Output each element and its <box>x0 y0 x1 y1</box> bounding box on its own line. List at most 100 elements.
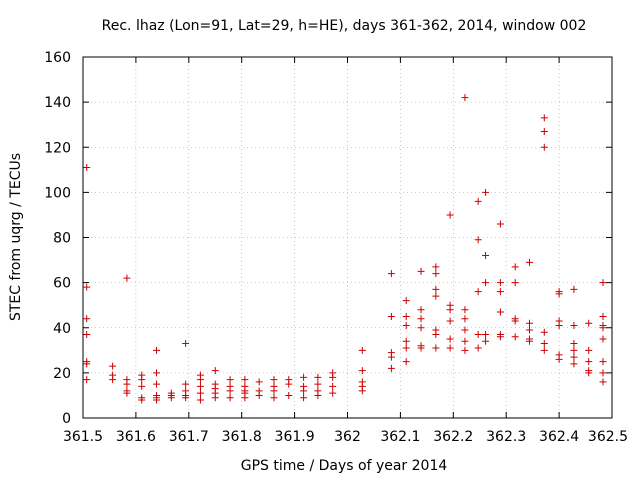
x-tick-label: 362.1 <box>380 429 420 445</box>
data-point-marker <box>599 312 607 320</box>
data-point-marker <box>461 315 469 323</box>
x-tick-label: 362 <box>334 429 361 445</box>
data-point-marker <box>314 380 322 388</box>
data-point-marker <box>255 391 263 399</box>
data-point-marker <box>167 394 175 402</box>
data-point-marker <box>387 353 395 361</box>
data-point-marker <box>432 270 440 278</box>
data-point-marker <box>482 252 490 260</box>
data-point-marker <box>329 382 337 390</box>
data-point-marker <box>570 340 578 348</box>
data-point-marker <box>555 355 563 363</box>
data-point-marker <box>196 389 204 397</box>
data-point-marker <box>314 391 322 399</box>
data-point-marker <box>83 376 91 384</box>
data-point-marker <box>540 127 548 135</box>
x-tick-label: 362.4 <box>539 429 579 445</box>
data-point-marker <box>211 394 219 402</box>
data-point-marker <box>402 297 410 305</box>
data-point-marker <box>300 387 308 395</box>
plot-frame <box>82 56 613 419</box>
data-point-marker <box>474 236 482 244</box>
data-point-marker <box>358 387 366 395</box>
data-point-marker <box>83 164 91 172</box>
data-point-marker <box>446 211 454 219</box>
data-point-marker <box>241 376 249 384</box>
y-tick-label: 160 <box>44 50 71 66</box>
data-point-marker <box>226 394 234 402</box>
data-point-marker <box>540 328 548 336</box>
data-point-marker <box>446 306 454 314</box>
data-point-marker <box>570 321 578 329</box>
data-point-marker <box>496 288 504 296</box>
data-point-marker <box>138 376 146 384</box>
data-point-marker <box>285 380 293 388</box>
data-point-marker <box>402 312 410 320</box>
data-point-marker <box>417 315 425 323</box>
data-point-marker <box>402 358 410 366</box>
x-tick-label: 361.6 <box>116 429 156 445</box>
data-point-marker <box>182 380 190 388</box>
data-point-marker <box>446 317 454 325</box>
y-tick-label: 40 <box>53 321 71 337</box>
data-point-marker <box>599 358 607 366</box>
data-point-marker <box>226 376 234 384</box>
data-point-marker <box>153 346 161 354</box>
data-point-marker <box>474 344 482 352</box>
data-point-marker <box>461 346 469 354</box>
data-point-marker <box>226 387 234 395</box>
data-point-marker <box>402 321 410 329</box>
data-point-marker <box>123 380 131 388</box>
data-point-marker <box>387 364 395 372</box>
data-point-marker <box>329 389 337 397</box>
data-point-marker <box>417 267 425 275</box>
data-point-marker <box>599 369 607 377</box>
y-tick-label: 140 <box>44 95 71 111</box>
data-point-marker <box>255 378 263 386</box>
chart-title: Rec. lhaz (Lon=91, Lat=29, h=HE), days 3… <box>102 18 587 34</box>
data-point-marker <box>570 285 578 293</box>
data-point-marker <box>123 389 131 397</box>
y-tick-label: 60 <box>53 276 71 292</box>
x-tick-label: 362.3 <box>486 429 526 445</box>
data-point-marker <box>83 331 91 339</box>
data-point-marker <box>83 283 91 291</box>
data-point-marker <box>525 326 533 334</box>
data-point-marker <box>285 391 293 399</box>
data-point-marker <box>461 326 469 334</box>
data-point-marker <box>599 324 607 332</box>
data-point-marker <box>540 340 548 348</box>
y-tick-labels: 0 20 40 60 80 100 120 140 160 <box>44 50 71 427</box>
data-point-marker <box>599 279 607 287</box>
data-point-marker <box>196 382 204 390</box>
data-point-marker <box>482 337 490 345</box>
data-point-marker <box>482 331 490 339</box>
data-point-marker <box>387 312 395 320</box>
data-point-marker <box>417 324 425 332</box>
data-point-marker <box>461 337 469 345</box>
data-point-marker <box>432 285 440 293</box>
y-tick-label: 100 <box>44 185 71 201</box>
data-point-marker <box>270 394 278 402</box>
data-point-marker <box>182 340 190 348</box>
data-point-marker <box>270 376 278 384</box>
data-point-marker <box>402 344 410 352</box>
x-tick-label: 361.8 <box>222 429 262 445</box>
data-point-marker <box>109 376 117 384</box>
data-point-marker <box>153 396 161 404</box>
data-point-marker <box>83 315 91 323</box>
y-tick-label: 80 <box>53 231 71 247</box>
data-point-marker <box>241 394 249 402</box>
data-point-marker <box>211 367 219 375</box>
data-point-marker <box>555 321 563 329</box>
data-point-marker <box>300 394 308 402</box>
x-axis-label: GPS time / Days of year 2014 <box>241 458 448 474</box>
data-point-marker <box>496 308 504 316</box>
data-point-marker <box>138 382 146 390</box>
data-point-marker <box>525 258 533 266</box>
data-point-marker <box>196 396 204 404</box>
data-point-marker <box>387 270 395 278</box>
x-tick-label: 362.5 <box>588 429 628 445</box>
data-point-marker <box>417 306 425 314</box>
